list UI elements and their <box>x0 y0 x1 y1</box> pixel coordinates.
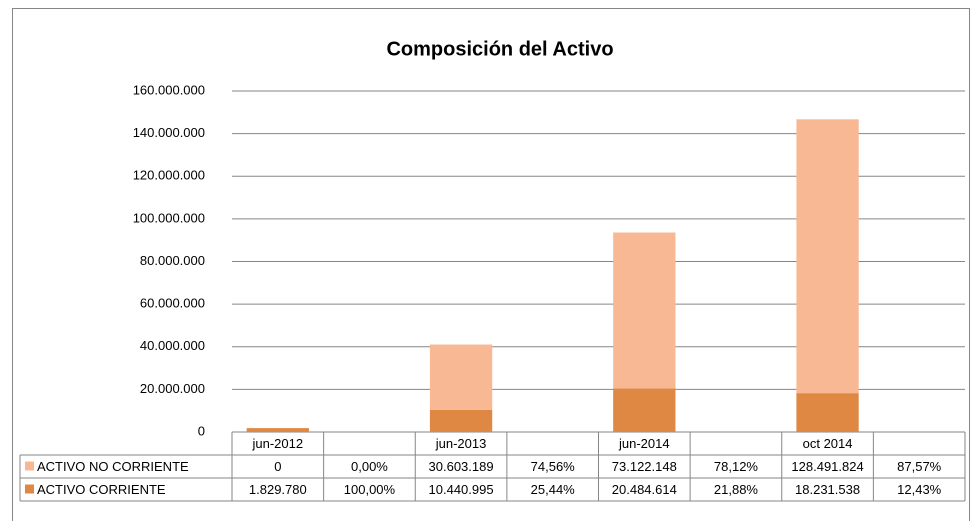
y-tick-label: 100.000.000 <box>133 210 205 225</box>
table-value: 100,00% <box>344 482 396 497</box>
bar <box>796 119 859 394</box>
y-tick-label: 60.000.000 <box>140 296 205 311</box>
y-tick-label: 0 <box>198 423 205 438</box>
bar <box>796 393 859 432</box>
bar <box>613 388 676 432</box>
y-tick-label: 140.000.000 <box>133 125 205 140</box>
bar <box>429 409 493 432</box>
legend-label: ACTIVO NO CORRIENTE <box>37 459 189 474</box>
legend-key <box>25 484 34 494</box>
y-tick-label: 160.000.000 <box>133 82 205 97</box>
table-value: 87,57% <box>897 459 942 474</box>
table-value: 78,12% <box>714 459 759 474</box>
table-value: 0 <box>274 459 281 474</box>
table-value: 0,00% <box>351 459 388 474</box>
bar <box>429 344 493 410</box>
x-tick-label: jun-2014 <box>618 436 670 451</box>
table-value: 12,43% <box>897 482 942 497</box>
table-value: 25,44% <box>531 482 576 497</box>
table-value: 30.603.189 <box>429 459 494 474</box>
table-value: 74,56% <box>531 459 576 474</box>
table-value: 10.440.995 <box>429 482 494 497</box>
y-tick-label: 20.000.000 <box>140 381 205 396</box>
table-value: 1.829.780 <box>249 482 307 497</box>
x-tick-label: jun-2013 <box>435 436 487 451</box>
y-tick-label: 80.000.000 <box>140 253 205 268</box>
table-value: 18.231.538 <box>795 482 860 497</box>
y-tick-label: 120.000.000 <box>133 168 205 183</box>
legend-key <box>25 461 34 471</box>
table-value: 21,88% <box>714 482 759 497</box>
x-tick-label: jun-2012 <box>252 436 304 451</box>
table-value: 128.491.824 <box>791 459 863 474</box>
table-value: 73.122.148 <box>612 459 677 474</box>
y-tick-label: 40.000.000 <box>140 338 205 353</box>
x-tick-label: oct 2014 <box>803 436 853 451</box>
legend-label: ACTIVO CORRIENTE <box>37 482 166 497</box>
bar <box>613 232 676 389</box>
bar <box>246 428 309 432</box>
chart-title: Composición del Activo <box>386 38 613 60</box>
table-value: 20.484.614 <box>612 482 677 497</box>
